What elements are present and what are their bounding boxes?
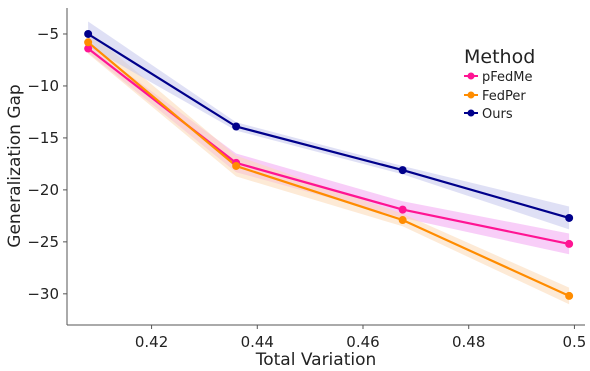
x-tick-label: 0.42 [135,333,168,351]
legend-label-fedper: FedPer [482,89,526,104]
series-lines [87,33,570,297]
point-ours [84,29,93,38]
legend-marker-pfedme [467,72,475,80]
point-fedper [398,216,407,225]
point-pfedme [565,239,574,248]
band-fedper [88,30,570,305]
line-ours [87,33,570,219]
x-tick-label: 0.5 [562,333,586,351]
point-ours [232,122,241,131]
point-fedper [565,291,574,300]
series-points [84,29,574,300]
x-tick-label: 0.44 [241,333,274,351]
y-tick-label: −20 [27,181,59,199]
line-pfedme [87,47,570,245]
legend-label-ours: Ours [482,107,513,122]
axes [66,8,585,326]
y-tick-label: −5 [37,25,59,43]
line-fedper [87,41,570,297]
legend-title: Method [464,46,535,68]
y-tick-label: −10 [27,77,59,95]
point-fedper [232,161,241,170]
point-pfedme [84,44,93,53]
legend-marker-fedper [467,91,475,99]
point-fedper [84,38,93,47]
x-axis-title: Total Variation [255,350,377,370]
x-ticks: 0.42 0.44 0.46 0.48 0.5 [135,325,586,351]
y-tick-label: −30 [27,285,59,303]
y-axis-title: Generalization Gap [5,84,25,247]
y-tick-label: −15 [27,129,59,147]
x-tick-label: 0.46 [346,333,379,351]
legend-label-pfedme: pFedMe [482,70,532,85]
point-ours [398,166,407,175]
point-pfedme [398,205,407,214]
band-ours [88,21,570,230]
y-tick-label: −25 [27,233,59,251]
y-ticks: −5 −10 −15 −20 −25 −30 [27,25,67,303]
x-tick-label: 0.48 [452,333,485,351]
legend: Method pFedMe FedPer Ours [464,46,535,122]
point-ours [565,213,574,222]
legend-marker-ours [467,109,475,117]
